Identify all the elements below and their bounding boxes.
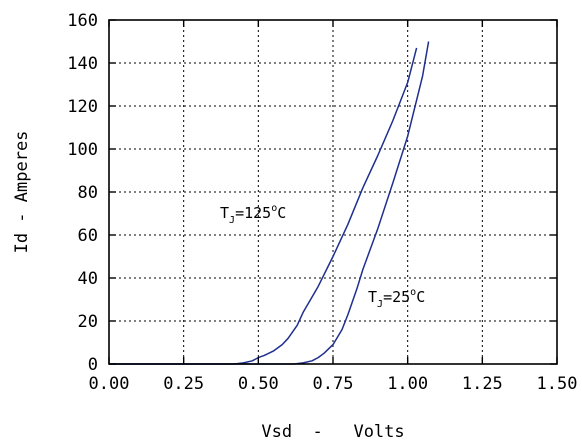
series-line-25c (109, 41, 430, 365)
x-tick-label: 1.25 (462, 374, 503, 394)
y-tick-label: 140 (67, 54, 98, 74)
y-tick-label: 100 (67, 140, 98, 160)
y-tick-label: 40 (78, 269, 98, 289)
x-tick-label: 0.00 (89, 374, 130, 394)
x-tick-label: 1.00 (387, 374, 428, 394)
x-tick-label: 1.50 (537, 374, 578, 394)
x-tick-label: 0.75 (313, 374, 354, 394)
y-tick-label: 80 (78, 183, 98, 203)
x-axis-title: Vsd - Volts (261, 422, 404, 442)
y-tick-label: 60 (78, 226, 98, 246)
series-label-125c: TJ=125oC (220, 203, 286, 226)
x-tick-label: 0.25 (163, 374, 204, 394)
y-tick-label: 120 (67, 97, 98, 117)
y-tick-label: 160 (67, 11, 98, 31)
grid-lines (109, 20, 557, 364)
axis-ticks (108, 19, 558, 365)
y-axis-title: Id - Amperes (12, 131, 32, 254)
y-tick-label: 20 (78, 312, 98, 332)
x-tick-label: 0.50 (238, 374, 279, 394)
series-line-125c (109, 47, 418, 365)
series-label-25c: TJ=25oC (368, 287, 425, 310)
y-tick-label: 0 (88, 355, 98, 375)
series-lines (109, 41, 430, 365)
